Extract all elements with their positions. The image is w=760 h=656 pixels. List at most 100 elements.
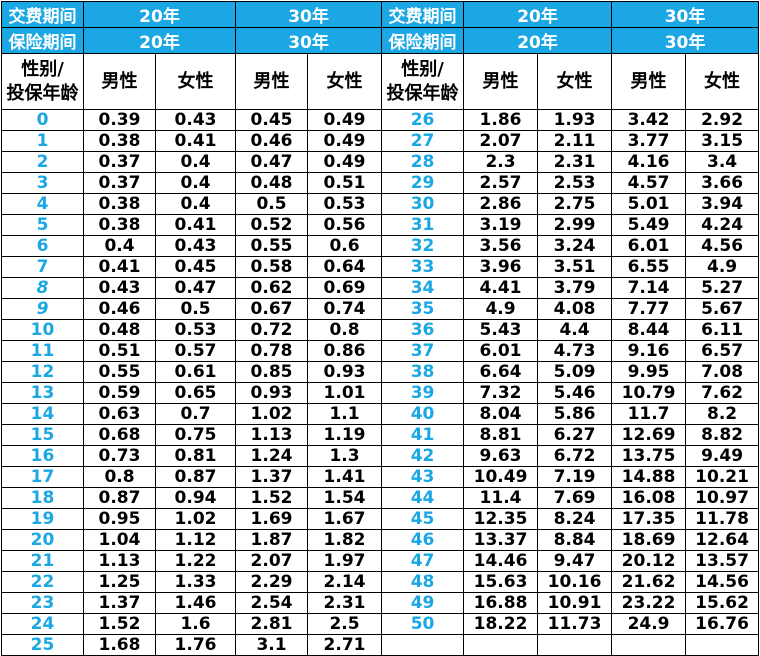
- term20-male-value: 12.35: [463, 508, 539, 530]
- male-header: 男性: [83, 53, 156, 110]
- term20-female-value: 0.4: [154, 151, 237, 173]
- age-cell: 34: [381, 277, 465, 299]
- empty-cell: [463, 634, 539, 656]
- term20-female-value: 4.73: [537, 340, 613, 362]
- term20-male-value: 0.8: [83, 466, 156, 488]
- term30-female-value: 0.53: [307, 193, 383, 215]
- term20-female-value: 1.6: [154, 613, 237, 635]
- age-cell: 12: [1, 361, 84, 383]
- term30-female-value: 0.51: [307, 172, 383, 194]
- term30-female-value: 6.11: [685, 319, 760, 341]
- term20-female-value: 5.86: [537, 403, 613, 425]
- age-cell: 27: [381, 130, 465, 152]
- table-row: 6 0.4 0.43 0.55 0.6 32 3.56 3.24 6.01 4.56: [1, 235, 760, 257]
- term20-female-value: 0.5: [154, 298, 237, 320]
- gender-age-line1: 性别/: [21, 58, 64, 80]
- term30-male-value: 17.35: [611, 508, 687, 530]
- term30-male-value: 2.07: [235, 550, 309, 572]
- age-cell: 9: [1, 298, 84, 320]
- term30-male-value: 7.14: [611, 277, 687, 299]
- female-header: 女性: [307, 53, 383, 110]
- term30-male-value: 0.46: [235, 130, 309, 152]
- age-cell: 32: [381, 235, 465, 257]
- coverage-period-label: 保险期间: [1, 27, 84, 54]
- age-cell: 37: [381, 340, 465, 362]
- term30-female-value: 1.97: [307, 550, 383, 572]
- empty-cell: [537, 634, 613, 656]
- term30-male-value: 3.77: [611, 130, 687, 152]
- term20-male-value: 13.37: [463, 529, 539, 551]
- age-cell: 33: [381, 256, 465, 278]
- term30-male-value: 0.62: [235, 277, 309, 299]
- term30-female-value: 0.69: [307, 277, 383, 299]
- term30-female-value: 6.57: [685, 340, 760, 362]
- table-row: 21 1.13 1.22 2.07 1.97 47 14.46 9.47 20.12 13.57: [1, 550, 760, 572]
- term30-female-value: 1.1: [307, 403, 383, 425]
- table-row: 5 0.38 0.41 0.52 0.56 31 3.19 2.99 5.49 4.24: [1, 214, 760, 236]
- table-row: 3 0.37 0.4 0.48 0.51 29 2.57 2.53 4.57 3.66: [1, 172, 760, 194]
- term20-female-value: 2.75: [537, 193, 613, 215]
- age-cell: 30: [381, 193, 465, 215]
- term20-female-value: 0.4: [154, 193, 237, 215]
- term20-female-value: 1.46: [154, 592, 237, 614]
- term20-male-value: 0.38: [83, 214, 156, 236]
- term30-male-value: 20.12: [611, 550, 687, 572]
- age-cell: 46: [381, 529, 465, 551]
- term20-female-value: 2.53: [537, 172, 613, 194]
- term20-female-value: 0.47: [154, 277, 237, 299]
- age-cell: 15: [1, 424, 84, 446]
- term20-female-value: 1.33: [154, 571, 237, 593]
- term30-female-value: 3.4: [685, 151, 760, 173]
- term30-female-value: 0.56: [307, 214, 383, 236]
- term30-male-value: 0.72: [235, 319, 309, 341]
- term20-female-value: 3.24: [537, 235, 613, 257]
- age-cell: 49: [381, 592, 465, 614]
- male-header: 男性: [463, 53, 539, 110]
- term30-male-value: 9.95: [611, 361, 687, 383]
- term20-female-value: 0.43: [154, 235, 237, 257]
- term30-female-value: 5.27: [685, 277, 760, 299]
- table-row: 22 1.25 1.33 2.29 2.14 48 15.63 10.16 21.62 14.56: [1, 571, 760, 593]
- term20-male-value: 1.04: [83, 529, 156, 551]
- term30-male-value: 0.47: [235, 151, 309, 173]
- term30-female-value: 8.2: [685, 403, 760, 425]
- term20-female-value: 10.16: [537, 571, 613, 593]
- term30-female-value: 4.24: [685, 214, 760, 236]
- term30-male-value: 0.55: [235, 235, 309, 257]
- age-cell: 31: [381, 214, 465, 236]
- term20-female-value: 11.73: [537, 613, 613, 635]
- term20-female-value: 0.41: [154, 214, 237, 236]
- term30-female-value: 10.97: [685, 487, 760, 509]
- gender-age-line2: 投保年龄: [6, 82, 79, 104]
- term30-male-value: 6.55: [611, 256, 687, 278]
- age-cell: 2: [1, 151, 84, 173]
- term30-male-value: 0.85: [235, 361, 309, 383]
- table-row: 16 0.73 0.81 1.24 1.3 42 9.63 6.72 13.75 9.49: [1, 445, 760, 467]
- term30-female-value: 2.92: [685, 109, 760, 131]
- term30-male-value: 7.77: [611, 298, 687, 320]
- term20-male-value: 0.48: [83, 319, 156, 341]
- term20-male-value: 3.19: [463, 214, 539, 236]
- term20-male-value: 0.59: [83, 382, 156, 404]
- term20-female-value: 0.75: [154, 424, 237, 446]
- term20-male-value: 0.43: [83, 277, 156, 299]
- age-cell: 11: [1, 340, 84, 362]
- term20-male-value: 9.63: [463, 445, 539, 467]
- age-cell: 20: [1, 529, 84, 551]
- age-cell: 45: [381, 508, 465, 530]
- term20-male-value: 0.55: [83, 361, 156, 383]
- term30-male-value: 21.62: [611, 571, 687, 593]
- age-cell: 41: [381, 424, 465, 446]
- term30-female-value: 11.78: [685, 508, 760, 530]
- term20-female-value: 0.41: [154, 130, 237, 152]
- term30-female-value: 0.49: [307, 151, 383, 173]
- age-cell: 7: [1, 256, 84, 278]
- term30-female-value: 0.74: [307, 298, 383, 320]
- term20-male-value: 8.04: [463, 403, 539, 425]
- term30-male-value: 1.52: [235, 487, 309, 509]
- term20-male-value: 0.37: [83, 151, 156, 173]
- payment-term-30: 30年: [611, 1, 760, 28]
- table-row: 20 1.04 1.12 1.87 1.82 46 13.37 8.84 18.69 12.64: [1, 529, 760, 551]
- female-header: 女性: [685, 53, 760, 110]
